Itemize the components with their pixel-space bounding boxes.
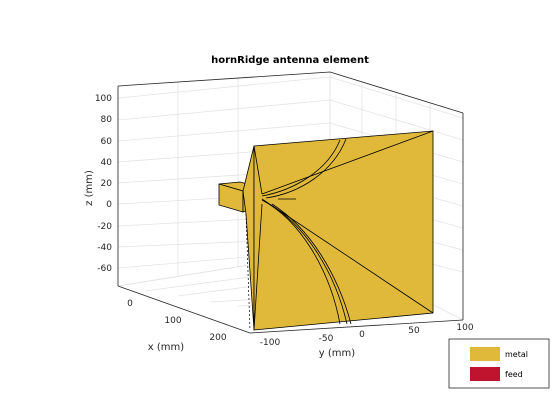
z-tick-label: -20 <box>97 222 112 232</box>
legend-label-feed: feed <box>505 370 523 379</box>
x-tick-label: 200 <box>209 333 226 343</box>
plot-title: hornRidge antenna element <box>211 55 369 66</box>
y-tick-label: 50 <box>408 326 420 336</box>
z-axis-ticks: 100 80 60 40 20 0 -20 -40 -60 <box>95 94 112 274</box>
y-tick-label: -100 <box>260 338 281 348</box>
legend-swatch-metal <box>470 347 500 361</box>
y-tick-label: 0 <box>359 330 365 340</box>
z-tick-label: 60 <box>101 137 113 147</box>
z-tick-label: 80 <box>101 115 113 125</box>
x-tick-label: 100 <box>164 316 181 326</box>
y-tick-label: 100 <box>456 323 473 333</box>
axes-box <box>117 71 464 334</box>
upper-ridge <box>261 139 341 197</box>
horn-antenna <box>218 130 434 331</box>
x-axis-label: x (mm) <box>148 342 184 353</box>
y-axis-ticks: -100 -50 0 50 100 <box>260 323 474 348</box>
x-tick-label: 0 <box>127 299 133 309</box>
y-tick-label: -50 <box>319 334 334 344</box>
z-tick-label: -60 <box>97 264 112 274</box>
horn-left-wall <box>242 145 255 331</box>
legend: metal feed <box>448 338 550 389</box>
z-tick-label: 100 <box>95 94 112 104</box>
y-axis-label: y (mm) <box>319 348 355 359</box>
z-tick-label: -40 <box>97 243 112 253</box>
x-axis-ticks: 0 100 200 <box>127 299 227 343</box>
legend-label-metal: metal <box>505 350 528 359</box>
z-tick-label: 20 <box>101 179 113 189</box>
legend-swatch-feed <box>470 367 500 381</box>
z-tick-label: 0 <box>106 200 112 210</box>
z-axis-label: z (mm) <box>84 170 95 206</box>
z-tick-label: 40 <box>101 158 113 168</box>
lower-ridge <box>261 199 341 325</box>
